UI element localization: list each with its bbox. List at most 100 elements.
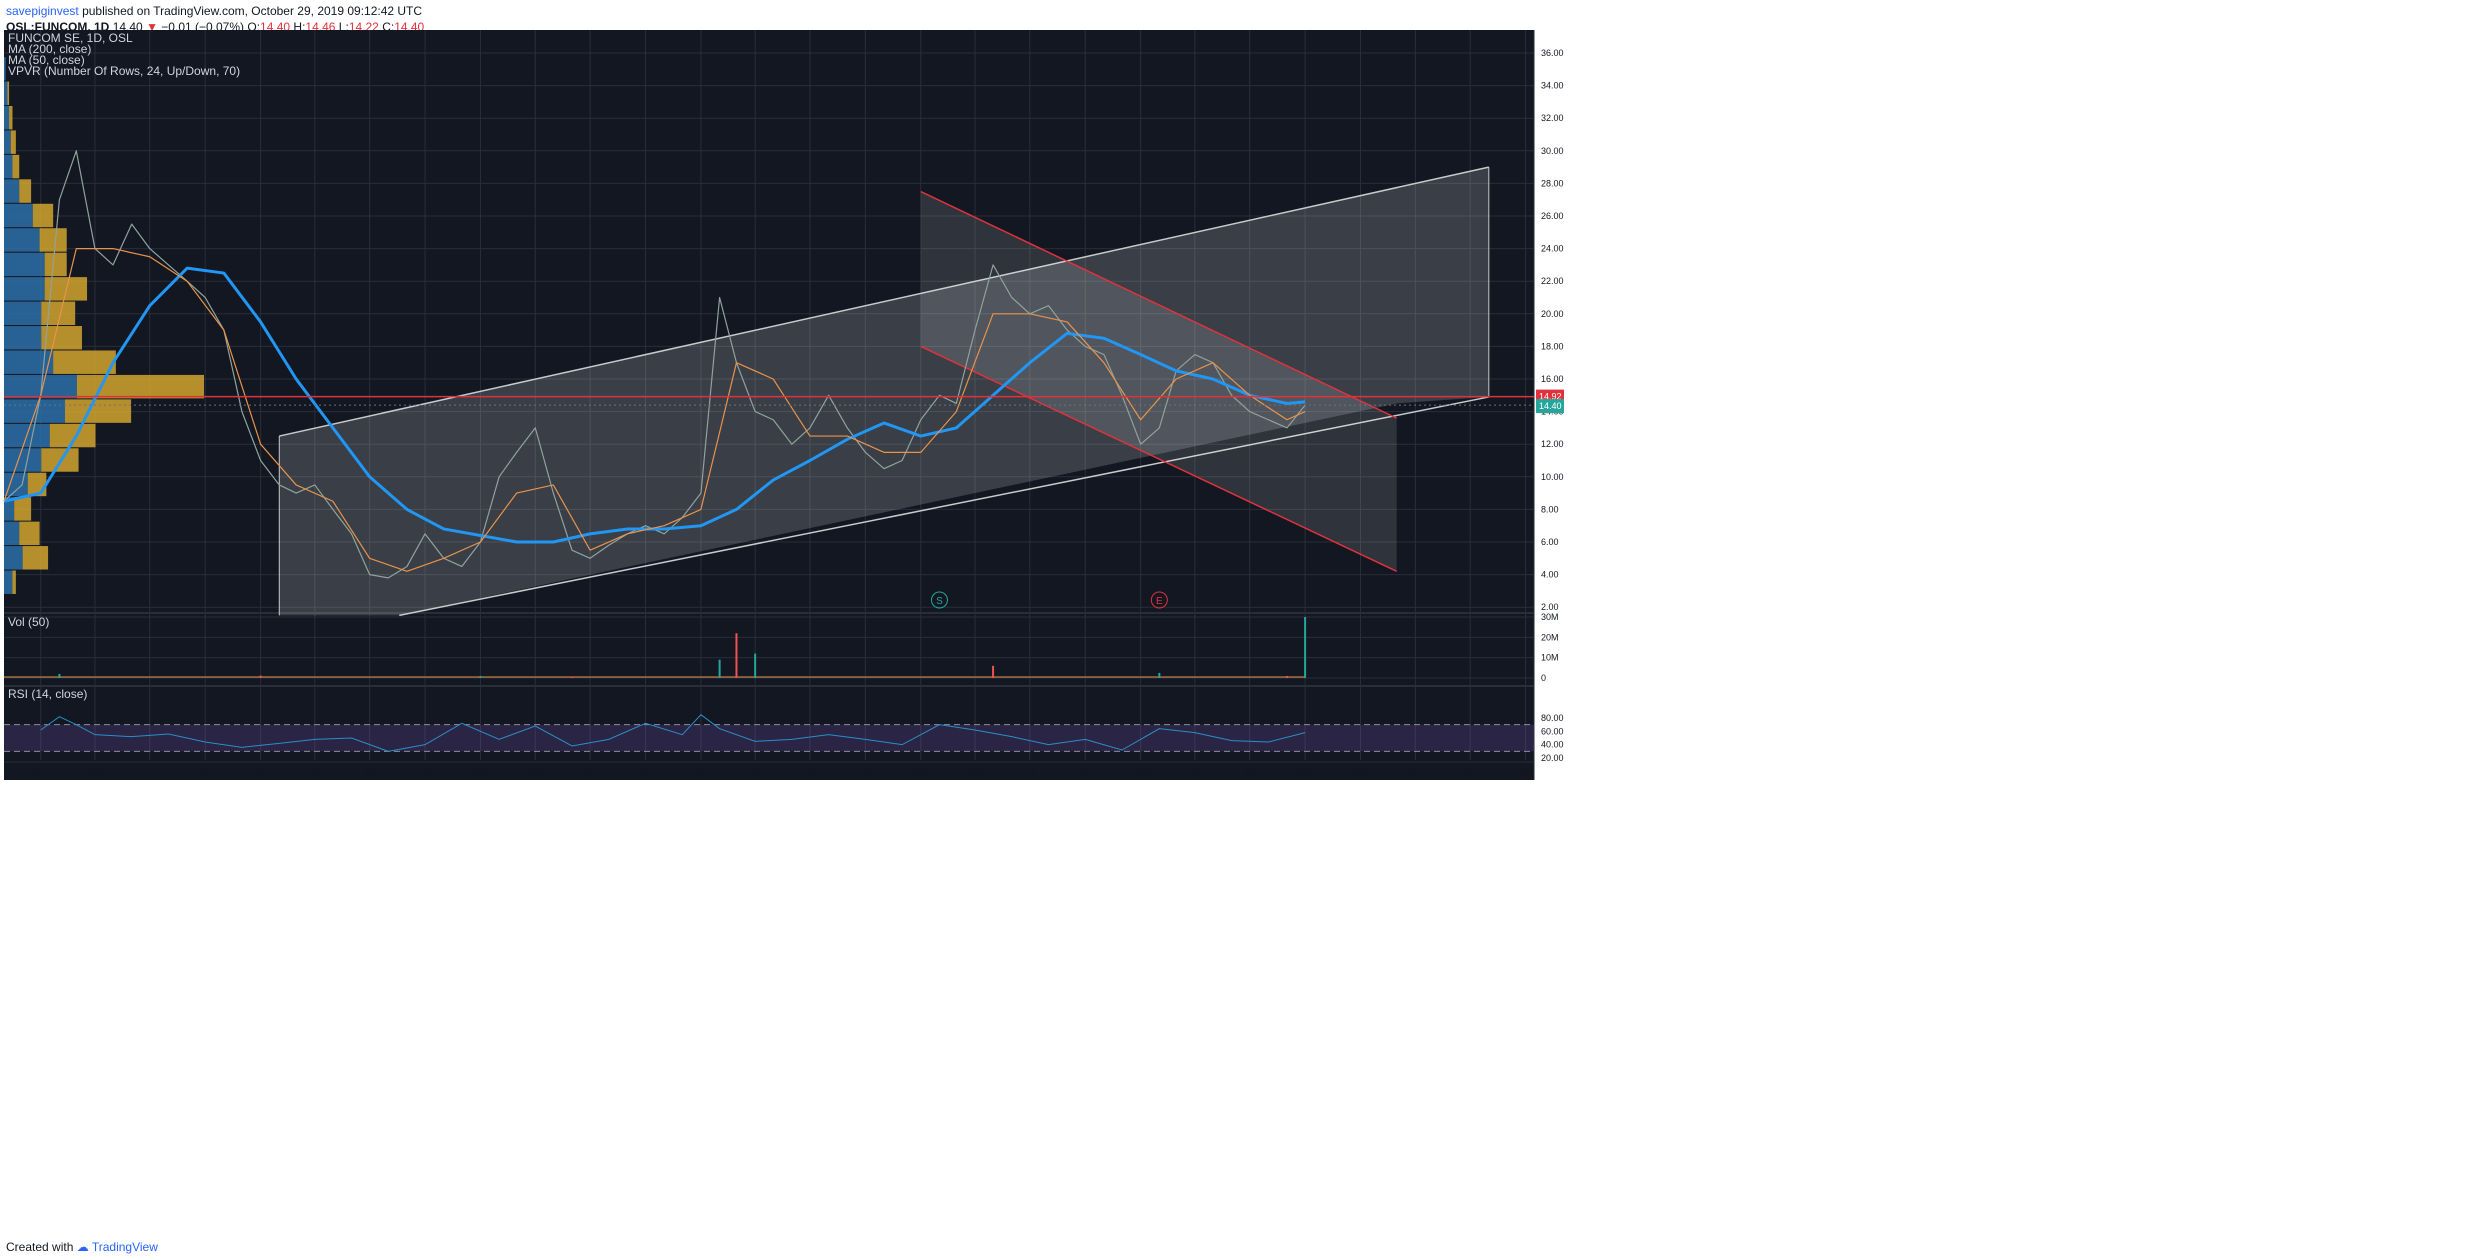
x-tick-label: Apr [528,766,542,776]
time-axis[interactable]: 2014 Apr Jul Oct 2015 Apr Jul Oct 2016 Apr Jul Oct 2… [31,766,1533,776]
published-text: published on TradingView.com, October 29… [82,4,423,18]
created-with-text: Created with [6,1240,74,1254]
y-tick-label: 4.00 [1541,570,1559,580]
price-series [3,150,1306,579]
x-tick-label: 2016 [470,766,490,776]
vpvr-row-up [4,105,10,130]
vpvr-row-down [41,326,82,350]
vpvr-row-up [4,228,40,252]
descending-channel-lower [920,345,1397,573]
volume-tick-label: 0 [1541,673,1546,683]
x-tick-label: Jul [364,766,376,776]
x-tick-label: Apr [308,766,322,776]
volume-bar [735,633,738,678]
volume-tick-label: 10M [1541,653,1559,663]
x-tick-label: Jul [804,766,816,776]
y-tick-label: 2.00 [1541,602,1559,612]
ma200-line [3,266,1306,544]
rsi-band [4,724,1534,752]
event-marker [930,591,948,609]
volume-profile [4,57,204,594]
vpvr-row-up [4,497,15,521]
rsi-pane [4,713,1534,752]
rsi-pane-label[interactable]: RSI (14, close) [8,687,87,701]
vpvr-row-down [12,570,16,594]
x-tick-label: Oct [639,766,654,776]
y-tick-label: 6.00 [1541,537,1559,547]
y-tick-label: 22.00 [1541,276,1564,286]
vpvr-row-down [44,252,67,277]
vpvr-row-up [4,326,42,350]
vpvr-row-up [4,570,13,594]
y-tick-label: 30.00 [1541,146,1564,156]
vpvr-row-down [76,374,204,399]
grid [4,30,1535,780]
y-tick-label: 24.00 [1541,244,1564,254]
x-tick-label: Oct [418,766,433,776]
ma50-line [3,248,1306,572]
publisher-name[interactable]: savepiginvest [6,4,79,18]
x-tick-label: Oct [1519,766,1534,776]
price-axis[interactable]: 36.00 34.00 32.00 30.00 28.00 26.00 24.00 22.00… [1536,48,1564,763]
vpvr-row-up [4,374,77,399]
legend-ma50[interactable]: MA (50, close) [8,53,85,67]
tradingview-logo-icon[interactable]: ☁ [76,1240,89,1254]
volume-tick-label: 20M [1541,632,1559,642]
volume-bar [1158,672,1161,678]
y-tick-label: 34.00 [1541,81,1564,91]
vpvr-row-up [4,81,8,105]
legend-vpvr[interactable]: VPVR (Number Of Rows, 24, Up/Down, 70) [8,64,240,78]
y-tick-label: 12.00 [1541,439,1564,449]
channel-drawings[interactable] [278,166,1490,617]
x-tick-label: 2018 [911,766,931,776]
volume-bar [992,665,995,678]
vpvr-row-up [4,154,13,179]
volume-bar [718,659,721,678]
volume-bar [58,673,61,678]
y-tick-label: 20.00 [1541,309,1564,319]
event-marker-label: E [1156,596,1163,607]
x-tick-label: Jul [584,766,596,776]
volume-bar [1304,617,1307,678]
tradingview-brand[interactable]: TradingView [91,1240,158,1254]
change-arrow-icon: ▼ [146,20,158,34]
volume-bar [571,676,574,678]
legend-title: FUNCOM SE, 1D, OSL [8,31,133,45]
x-tick-label: Jul [144,766,156,776]
ascending-channel-fill [279,167,1489,616]
vpvr-row-down [22,546,49,570]
descending-channel-fill [920,191,1397,572]
volume-bar [479,675,482,678]
vpvr-row-up [4,546,23,570]
vpvr-row-up [4,521,20,546]
ascending-channel-lower [399,396,1489,617]
vpvr-row-up [4,252,45,277]
volume-bar [259,675,262,678]
vpvr-row-down [44,277,88,301]
horizontal-level-label: 14.92 [1539,392,1562,402]
vpvr-row-down [32,203,54,228]
x-tick-label: Apr [1408,766,1422,776]
y-tick-label: 10.00 [1541,472,1564,482]
last-price-label: 14.40 [1539,401,1562,411]
y-tick-label: 28.00 [1541,178,1564,188]
volume-pane-label[interactable]: Vol (50) [8,615,49,629]
rsi-tick-label: 60.00 [1541,726,1564,736]
y-tick-label: 36.00 [1541,48,1564,58]
vpvr-row-up [4,301,42,326]
x-tick-label: 2019 [1131,766,1151,776]
vpvr-row-up [4,399,66,423]
volume-tick-label: 30M [1541,612,1559,622]
vpvr-row-down [14,497,32,521]
vpvr-row-up [4,448,42,472]
legend-ma200[interactable]: MA (200, close) [8,42,91,56]
x-tick-label: 2014 [31,766,51,776]
x-tick-label: Oct [1298,766,1313,776]
x-tick-label: Jul [1244,766,1256,776]
vpvr-row-down [10,130,16,154]
y-tick-label: 32.00 [1541,113,1564,123]
vpvr-row-down [9,105,13,130]
vpvr-row-down [65,399,132,423]
